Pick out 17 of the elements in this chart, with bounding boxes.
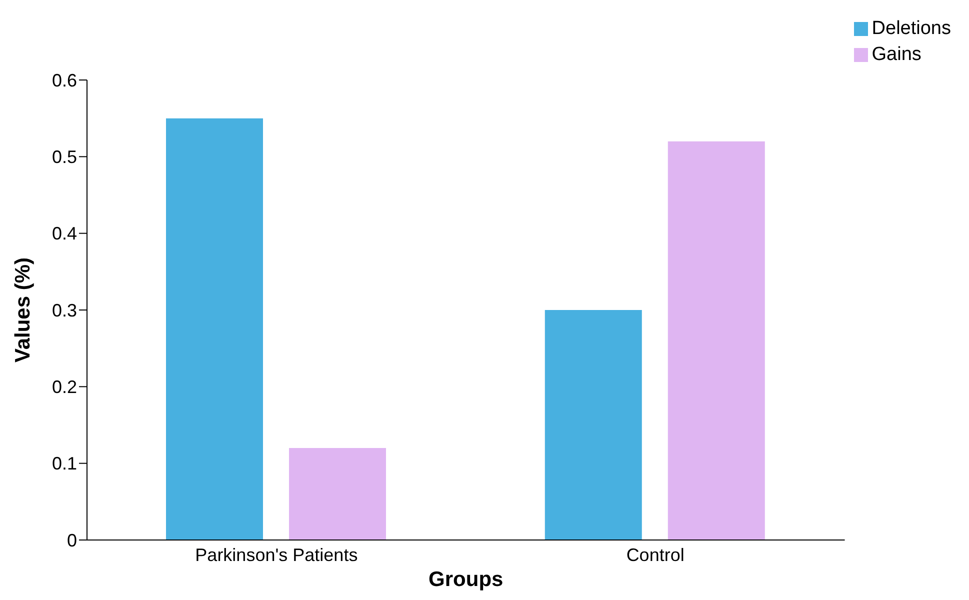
bar (289, 448, 386, 540)
x-tick-label: Parkinson's Patients (195, 544, 358, 565)
bar (166, 118, 263, 540)
x-tick-label: Control (626, 544, 684, 565)
x-axis-title: Groups (428, 568, 504, 591)
legend-label: Deletions (872, 18, 951, 39)
bar (544, 310, 642, 540)
y-tick-label: 0.6 (52, 70, 77, 90)
y-tick-label: 0 (66, 530, 77, 550)
y-tick-label: 0.2 (52, 377, 77, 398)
y-axis-title: Values (%) (11, 257, 34, 363)
bar (668, 141, 765, 540)
y-tick-label: 0.4 (52, 224, 77, 244)
y-tick-label: 0.5 (52, 147, 77, 168)
y-tick-label: 0.3 (52, 300, 77, 320)
y-tick-label: 0.1 (52, 454, 77, 474)
legend-label: Gains (872, 44, 922, 65)
